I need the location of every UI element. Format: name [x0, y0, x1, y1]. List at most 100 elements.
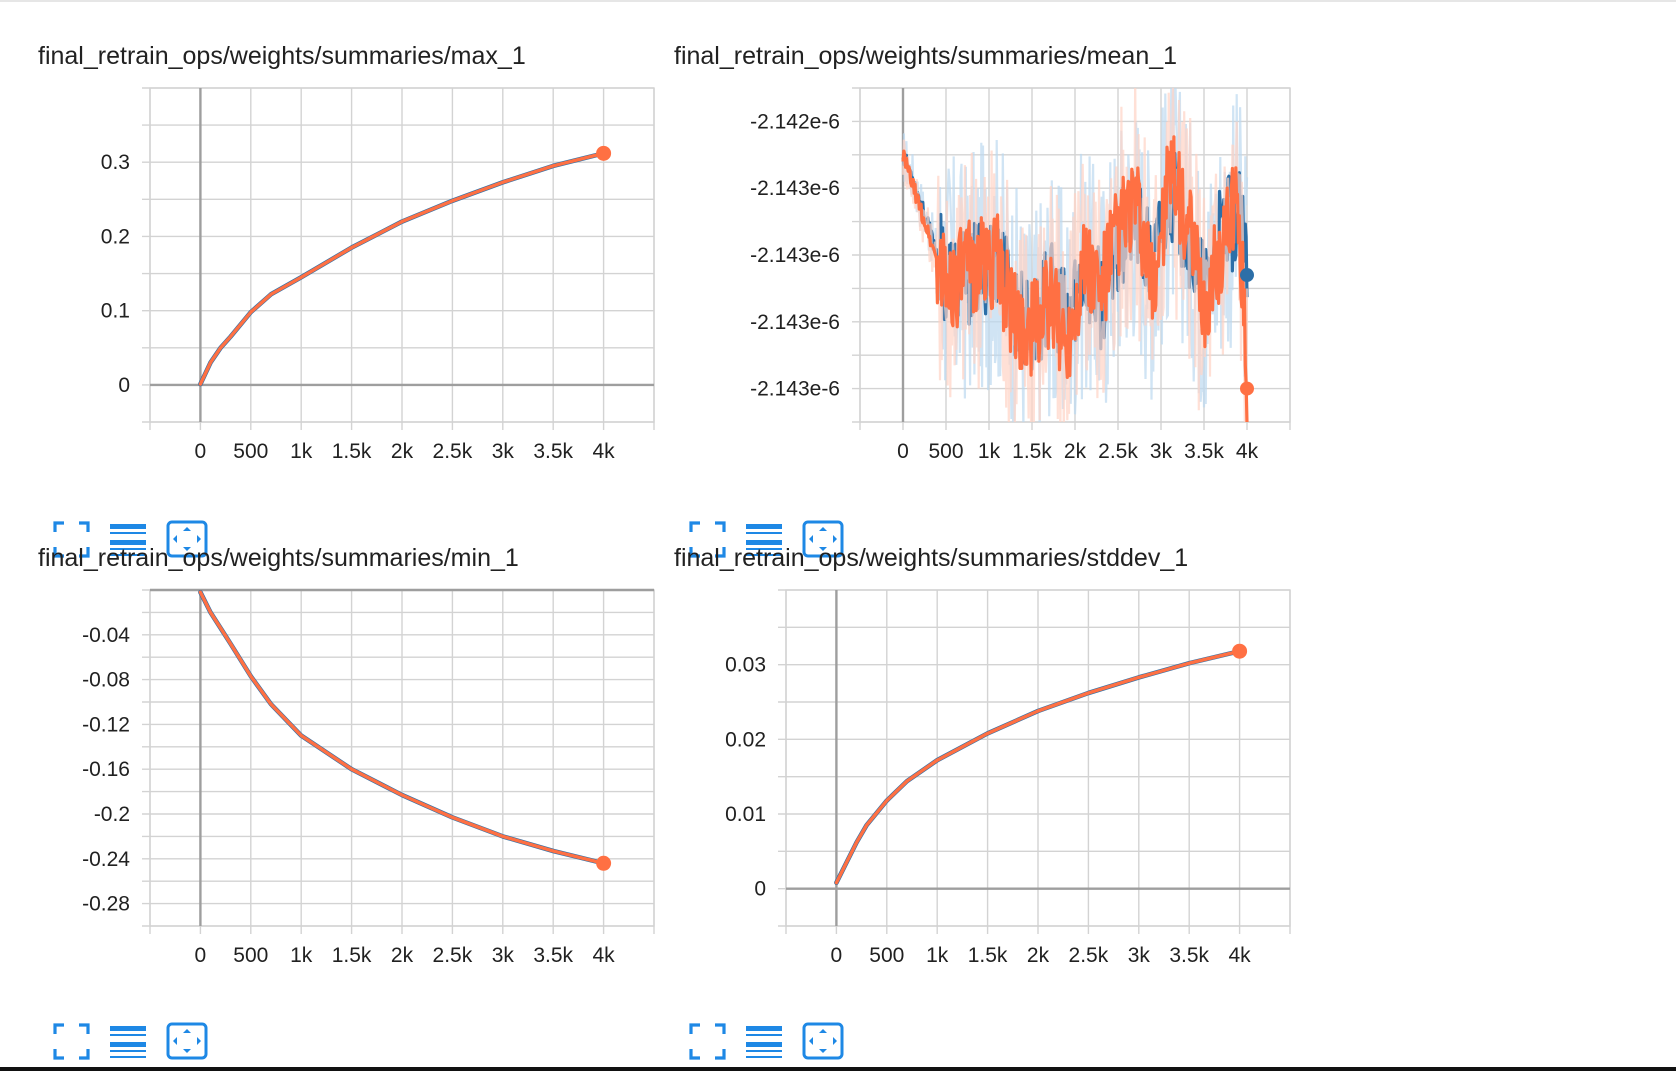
- bar-shape: [746, 540, 782, 545]
- chart-title: final_retrain_ops/weights/summaries/min_…: [38, 544, 519, 572]
- gridlines: [778, 589, 1291, 934]
- toggle-log-scale-button[interactable]: [108, 520, 152, 560]
- chart-mean[interactable]: 0 500 1k 1.5k 2k 2.5k 3k 3.5k 4k -2.143e-6 -2.143e…: [674, 80, 1334, 520]
- bar-shape: [110, 1056, 146, 1058]
- series-end-marker: [1240, 268, 1254, 283]
- bar-shape: [746, 1050, 782, 1052]
- expand-chart-button[interactable]: [166, 1022, 210, 1062]
- toggle-log-scale-icon: [746, 1026, 782, 1058]
- y-tick-label: 0.02: [725, 728, 766, 751]
- x-tick-label: 2.5k: [1098, 440, 1138, 463]
- bar-shape: [110, 540, 146, 545]
- series-group: [198, 590, 606, 866]
- frame-shape: [802, 1022, 844, 1060]
- fit-to-data-icon: [53, 521, 90, 558]
- expand-chart-icon: [166, 1022, 208, 1060]
- x-tick-label: 1.5k: [1012, 440, 1052, 463]
- bar-shape: [746, 1034, 782, 1036]
- x-tick-label: 2k: [1064, 440, 1087, 463]
- fit-to-data-icon: [689, 1023, 726, 1060]
- toggle-log-scale-button[interactable]: [744, 520, 788, 560]
- toggle-log-scale-icon: [110, 1026, 146, 1058]
- bar-shape: [110, 1042, 146, 1047]
- toggle-log-scale-button[interactable]: [744, 1022, 788, 1062]
- x-tick-label: 1.5k: [332, 944, 372, 967]
- x-tick-label: 3k: [492, 944, 515, 967]
- arrows-shape: [173, 1029, 201, 1053]
- y-tick-label: 0.03: [725, 654, 766, 677]
- x-tick-label: 3.5k: [1169, 944, 1209, 967]
- x-tick-label: 2.5k: [433, 440, 473, 463]
- gridlines: [142, 87, 655, 430]
- x-tick-label: 0: [897, 440, 909, 463]
- x-tick-label: 1k: [978, 440, 1001, 463]
- series-end-marker: [1240, 381, 1254, 396]
- fit-to-data-icon: [53, 1023, 90, 1060]
- x-tick-label: 4k: [1236, 440, 1259, 463]
- expand-chart-button[interactable]: [802, 520, 846, 560]
- chart-title: final_retrain_ops/weights/summaries/max_…: [38, 42, 526, 70]
- x-tick-label: 500: [928, 440, 963, 463]
- series-end-marker: [596, 855, 612, 871]
- x-tick-label: 500: [233, 944, 268, 967]
- y-tick-label: 0.1: [101, 300, 130, 323]
- x-tick-label: 3k: [1150, 440, 1173, 463]
- x-tick-label: 500: [233, 440, 268, 463]
- y-tick-label: -0.12: [82, 713, 130, 736]
- bottom-divider: [0, 1067, 1676, 1071]
- series-end-marker: [1232, 643, 1248, 659]
- x-tick-label: 3k: [1128, 944, 1151, 967]
- x-tick-label: 0: [831, 944, 843, 967]
- x-tick-label: 3.5k: [1184, 440, 1224, 463]
- bar-shape: [746, 524, 782, 529]
- chart-stddev[interactable]: 0 500 1k 1.5k 2k 2.5k 3k 3.5k 4k 0 0.01 0.02 0.03: [674, 582, 1334, 1022]
- bar-shape: [746, 1026, 782, 1031]
- chart-min[interactable]: 0 500 1k 1.5k 2k 2.5k 3k 3.5k 4k -0.04 -0.08 -0.12 -…: [38, 582, 698, 1022]
- y-tick-label: -0.24: [82, 848, 130, 871]
- bar-shape: [110, 1034, 146, 1036]
- series-line: [834, 649, 1242, 885]
- x-tick-label: 1.5k: [332, 440, 372, 463]
- x-tick-label: 4k: [593, 944, 616, 967]
- y-tick-label: -2.143e-6: [750, 177, 840, 200]
- chart-card-max: final_retrain_ops/weights/summaries/max_…: [38, 40, 698, 558]
- y-tick-label: 0.2: [101, 225, 130, 248]
- x-tick-label: 0: [195, 944, 207, 967]
- expand-chart-button[interactable]: [166, 520, 210, 560]
- chart-max[interactable]: 0 500 1k 1.5k 2k 2.5k 3k 3.5k 4k 0 0.1 0.2 0.3: [38, 80, 698, 520]
- y-tick-label: 0.01: [725, 803, 766, 826]
- expand-chart-icon: [802, 520, 844, 558]
- fit-to-data-button[interactable]: [52, 1022, 96, 1062]
- series-group: [901, 88, 1249, 422]
- chart-title: final_retrain_ops/weights/summaries/mean…: [674, 42, 1178, 70]
- fit-to-data-button[interactable]: [688, 520, 732, 560]
- toggle-log-scale-button[interactable]: [108, 1022, 152, 1062]
- x-tick-label: 2k: [391, 944, 414, 967]
- chart-card-stddev: final_retrain_ops/weights/summaries/stdd…: [674, 542, 1334, 1060]
- fit-to-data-button[interactable]: [688, 1022, 732, 1062]
- bar-shape: [110, 554, 146, 556]
- series-group: [198, 151, 606, 387]
- bar-shape: [110, 548, 146, 550]
- plot-frame: [149, 87, 655, 423]
- bracket-shape: [689, 521, 726, 558]
- toggle-log-scale-icon: [110, 524, 146, 556]
- expand-chart-button[interactable]: [802, 1022, 846, 1062]
- series-line: [198, 151, 606, 386]
- y-tick-label: -0.08: [82, 669, 130, 692]
- bar-shape: [746, 548, 782, 550]
- x-tick-label: 4k: [593, 440, 616, 463]
- x-tick-label: 1k: [290, 944, 313, 967]
- x-tick-label: 1k: [290, 440, 313, 463]
- series-group: [834, 648, 1242, 885]
- x-tick-label: 500: [869, 944, 904, 967]
- toggle-log-scale-icon: [746, 524, 782, 556]
- bar-shape: [746, 1056, 782, 1058]
- chart-card-min: final_retrain_ops/weights/summaries/min_…: [38, 542, 698, 1060]
- fit-to-data-icon: [689, 521, 726, 558]
- fit-to-data-button[interactable]: [52, 520, 96, 560]
- x-tick-label: 2k: [1027, 944, 1050, 967]
- top-divider: [0, 0, 1676, 2]
- x-tick-label: 4k: [1229, 944, 1252, 967]
- expand-chart-icon: [802, 1022, 844, 1060]
